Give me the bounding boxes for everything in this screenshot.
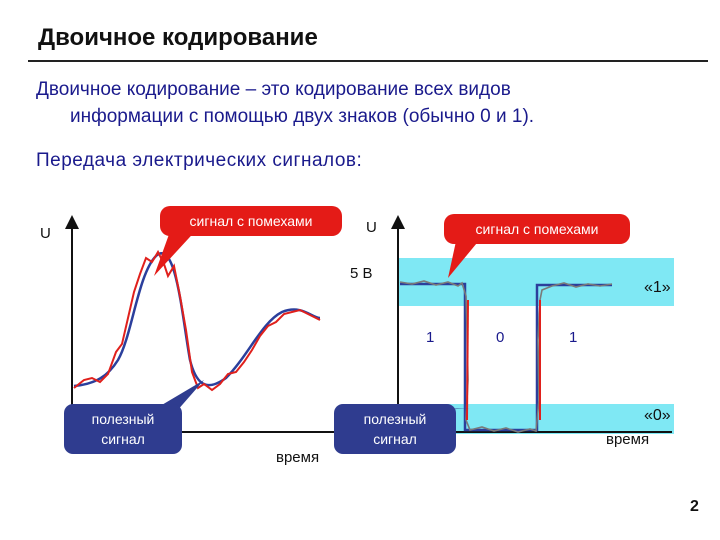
page-number: 2 xyxy=(690,498,699,515)
left-y-axis-label: U xyxy=(40,225,51,242)
right-useful-callout-box xyxy=(334,404,456,454)
title-divider xyxy=(28,60,708,62)
right-x-axis-label: время xyxy=(606,431,649,448)
definition-text-line1: – это кодирование всех видов xyxy=(240,79,511,100)
definition-paragraph: Двоичное кодирование – это кодирование в… xyxy=(36,76,696,130)
right-y-axis-label: U xyxy=(366,219,377,236)
definition-term: Двоичное кодирование xyxy=(36,79,241,100)
right-noisy-fall-edge xyxy=(466,299,469,421)
bit-label-first: 1 xyxy=(426,329,434,346)
bit-label-third: 1 xyxy=(569,329,577,346)
section-subheading: Передача электрических сигналов: xyxy=(36,150,363,171)
right-chart: U 5 В время 1 0 1 «1» «0» сигнал с помех… xyxy=(334,214,674,454)
right-useful-callout-line1: полезный xyxy=(364,411,427,427)
right-noisy-signal xyxy=(399,280,613,433)
left-noisy-signal-curve xyxy=(73,249,321,392)
band-low-label: «0» xyxy=(644,407,671,424)
right-noise-callout-box xyxy=(444,214,630,244)
left-noise-callout-text: сигнал с помехами xyxy=(190,213,313,229)
slide-title: Двоичное кодирование xyxy=(38,24,318,51)
right-noise-callout-text: сигнал с помехами xyxy=(476,221,599,237)
definition-text-line2: информации с помощью двух знаков (обычно… xyxy=(70,106,535,127)
left-useful-callout-box xyxy=(64,404,182,454)
left-noise-callout-pointer xyxy=(154,226,200,276)
right-useful-callout-line2: сигнал xyxy=(373,431,417,447)
band-high-label: «1» xyxy=(644,279,671,296)
left-chart: U время сигнал с помехами полезный сигна… xyxy=(40,206,359,466)
voltage-level-label: 5 В xyxy=(350,265,373,282)
bit-label-second: 0 xyxy=(496,329,504,346)
left-x-axis-label: время xyxy=(276,449,319,466)
left-useful-callout-line2: сигнал xyxy=(101,431,145,447)
left-noise-callout-box xyxy=(160,206,342,236)
left-useful-callout-line1: полезный xyxy=(92,411,155,427)
